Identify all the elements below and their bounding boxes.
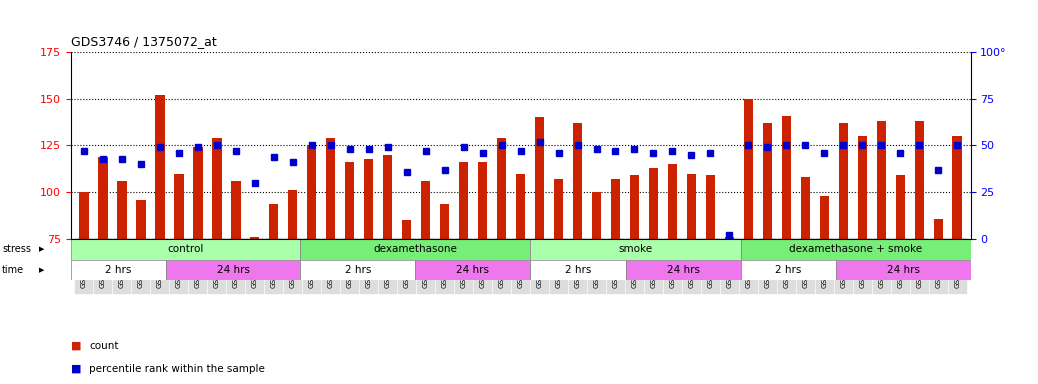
Bar	[782, 116, 791, 239]
Text: dexamethasone + smoke: dexamethasone + smoke	[789, 245, 922, 255]
Bar	[725, 237, 734, 239]
Bar	[626, 260, 741, 280]
Bar	[231, 181, 241, 239]
Bar	[554, 179, 564, 239]
Bar	[837, 260, 971, 280]
Bar	[592, 192, 601, 239]
Bar	[857, 136, 867, 239]
Bar	[193, 147, 202, 239]
Bar	[687, 174, 696, 239]
Bar	[136, 200, 145, 239]
Bar	[212, 138, 221, 239]
Text: ▶: ▶	[39, 247, 45, 252]
Bar	[741, 239, 971, 260]
Bar	[300, 239, 530, 260]
Text: ■: ■	[71, 341, 81, 351]
Bar	[530, 239, 741, 260]
Bar	[155, 95, 165, 239]
Bar	[326, 138, 335, 239]
Text: ▶: ▶	[39, 267, 45, 273]
Text: 2 hrs: 2 hrs	[345, 265, 371, 275]
Bar	[402, 220, 411, 239]
Bar	[839, 123, 848, 239]
Bar	[345, 162, 354, 239]
Bar	[440, 204, 449, 239]
Bar	[530, 260, 626, 280]
Text: 2 hrs: 2 hrs	[775, 265, 801, 275]
Bar	[99, 157, 108, 239]
Bar	[914, 121, 924, 239]
Bar	[820, 196, 829, 239]
Text: time: time	[2, 265, 24, 275]
Bar	[117, 181, 127, 239]
Bar	[269, 204, 278, 239]
Bar	[516, 174, 525, 239]
Text: 24 hrs: 24 hrs	[887, 265, 920, 275]
Bar	[250, 237, 260, 239]
Bar	[573, 123, 582, 239]
Bar	[741, 260, 837, 280]
Bar	[307, 146, 317, 239]
Text: count: count	[89, 341, 118, 351]
Bar	[477, 162, 487, 239]
Bar	[300, 260, 415, 280]
Bar	[667, 164, 677, 239]
Bar	[497, 138, 507, 239]
Text: 24 hrs: 24 hrs	[217, 265, 250, 275]
Bar	[71, 239, 300, 260]
Bar	[763, 123, 772, 239]
Bar	[288, 190, 298, 239]
Bar	[174, 174, 184, 239]
Text: smoke: smoke	[619, 245, 653, 255]
Text: 2 hrs: 2 hrs	[105, 265, 132, 275]
Bar	[166, 260, 300, 280]
Text: ■: ■	[71, 364, 81, 374]
Bar	[706, 175, 715, 239]
Text: dexamethasone: dexamethasone	[374, 245, 457, 255]
Text: 24 hrs: 24 hrs	[666, 265, 700, 275]
Bar	[649, 168, 658, 239]
Bar	[420, 181, 431, 239]
Text: percentile rank within the sample: percentile rank within the sample	[89, 364, 265, 374]
Bar	[933, 218, 943, 239]
Bar	[896, 175, 905, 239]
Text: control: control	[167, 245, 203, 255]
Text: stress: stress	[2, 245, 31, 255]
Text: 2 hrs: 2 hrs	[565, 265, 592, 275]
Bar	[876, 121, 886, 239]
Text: GDS3746 / 1375072_at: GDS3746 / 1375072_at	[71, 35, 216, 48]
Bar	[610, 179, 621, 239]
Bar	[459, 162, 468, 239]
Bar	[415, 260, 530, 280]
Bar	[953, 136, 962, 239]
Bar	[383, 155, 392, 239]
Bar	[79, 192, 88, 239]
Bar	[535, 118, 544, 239]
Bar	[364, 159, 374, 239]
Bar	[743, 99, 754, 239]
Bar	[71, 260, 166, 280]
Bar	[800, 177, 810, 239]
Text: 24 hrs: 24 hrs	[456, 265, 489, 275]
Bar	[630, 175, 639, 239]
